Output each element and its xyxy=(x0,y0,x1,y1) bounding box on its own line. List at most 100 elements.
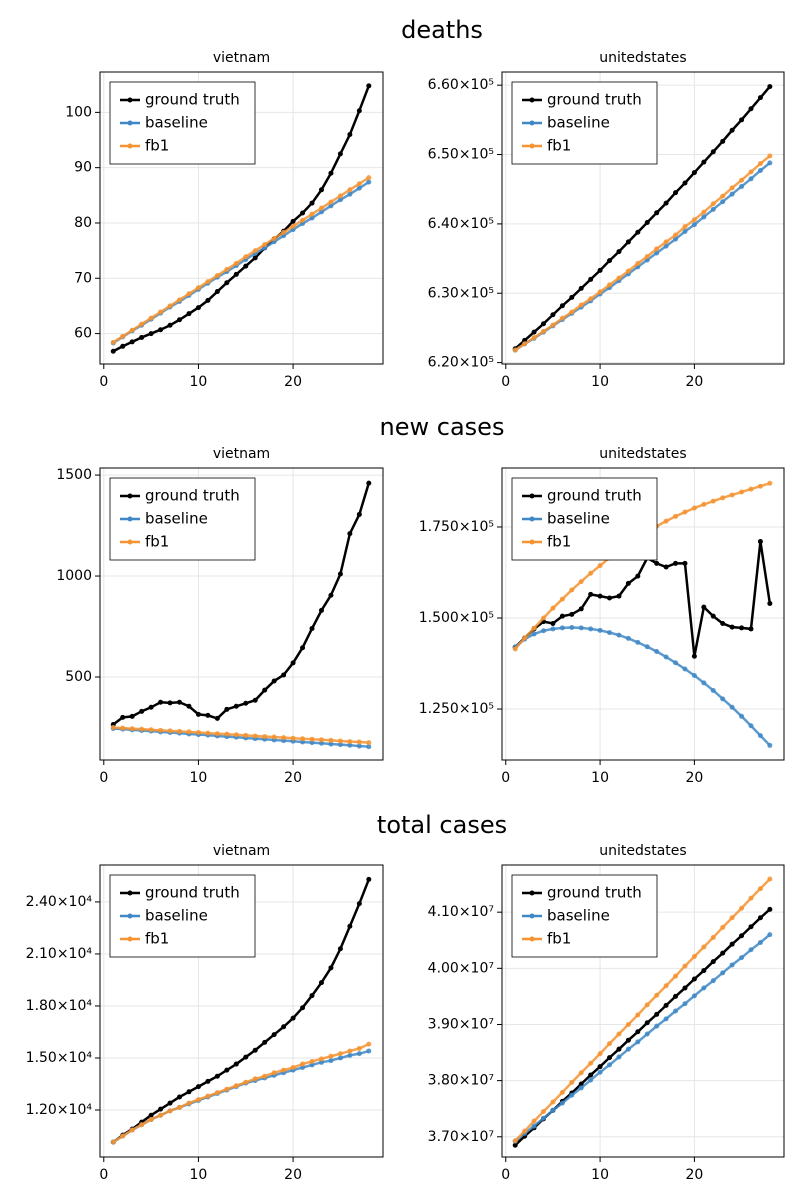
series-point xyxy=(129,339,135,345)
y-tick-label: 1500 xyxy=(56,467,92,483)
series-point xyxy=(597,1051,603,1057)
legend-label: baseline xyxy=(547,510,610,528)
series-point xyxy=(347,187,353,193)
series-point xyxy=(635,229,641,235)
series-point xyxy=(616,593,622,599)
series-point xyxy=(318,740,324,746)
series-point xyxy=(663,654,669,660)
series-point xyxy=(550,1107,556,1113)
series-line xyxy=(112,176,370,344)
series-point xyxy=(252,697,258,703)
series-point xyxy=(347,739,353,745)
series-point xyxy=(607,1041,613,1047)
series-point xyxy=(195,305,201,311)
legend-swatch-point xyxy=(529,493,535,499)
series-point xyxy=(682,1001,688,1007)
series-point xyxy=(757,733,763,739)
series-point xyxy=(654,992,660,998)
series-point xyxy=(129,713,135,719)
series-line xyxy=(112,878,370,1144)
series-point xyxy=(663,200,669,206)
series-point xyxy=(691,222,697,228)
series-point xyxy=(635,573,641,579)
series-point xyxy=(673,190,679,196)
series-point xyxy=(120,714,126,720)
series-point xyxy=(625,1046,631,1052)
series-point xyxy=(739,905,745,911)
series-point xyxy=(290,218,296,224)
series-point xyxy=(252,1047,258,1053)
series-point xyxy=(139,1122,145,1128)
series-point xyxy=(186,291,192,297)
series-point xyxy=(729,127,735,133)
series-point xyxy=(300,1005,306,1011)
series-point xyxy=(531,625,537,631)
x-tick-label: 10 xyxy=(190,374,208,390)
series-point xyxy=(663,239,669,245)
series-point xyxy=(347,1048,353,1054)
series-point xyxy=(767,742,773,748)
series-point xyxy=(531,1123,537,1129)
series-point xyxy=(625,239,631,245)
y-tick-label: 6.30×10⁵ xyxy=(428,285,494,301)
series-point xyxy=(616,1031,622,1037)
legend-label: fb1 xyxy=(145,930,169,948)
series-point xyxy=(177,317,183,323)
series-point xyxy=(309,211,315,217)
series-point xyxy=(110,1139,116,1145)
series-point xyxy=(550,322,556,328)
series-point xyxy=(158,727,164,733)
series-point xyxy=(318,980,324,986)
series-point xyxy=(214,289,220,295)
series-point xyxy=(701,985,707,991)
series-point xyxy=(512,347,518,353)
series-point xyxy=(243,1054,249,1060)
series-point xyxy=(729,191,735,197)
series-point xyxy=(300,217,306,223)
series-point xyxy=(720,495,726,501)
series-point xyxy=(252,255,258,261)
series-point xyxy=(318,737,324,743)
y-tick-label: 70 xyxy=(74,270,92,286)
series-point xyxy=(710,959,716,965)
series-point xyxy=(691,170,697,176)
series-point xyxy=(673,993,679,999)
series-point xyxy=(271,1032,277,1038)
series-point xyxy=(243,732,249,738)
series-point xyxy=(328,170,334,176)
plot-frame xyxy=(99,864,384,1158)
series-point xyxy=(522,635,528,641)
series-point xyxy=(167,1100,173,1106)
series-point xyxy=(186,1100,192,1106)
series-point xyxy=(356,1045,362,1051)
series-point xyxy=(347,1052,353,1058)
series-point xyxy=(729,704,735,710)
legend-swatch-point xyxy=(529,143,535,149)
series-point xyxy=(120,343,126,349)
series-point xyxy=(625,635,631,641)
series-point xyxy=(337,946,343,952)
series-point xyxy=(569,624,575,630)
series-point xyxy=(540,615,546,621)
series-point xyxy=(337,742,343,748)
series-point xyxy=(205,279,211,285)
series-point xyxy=(710,201,716,207)
series-point xyxy=(129,1127,135,1133)
series-point xyxy=(337,571,343,577)
series-point xyxy=(625,1037,631,1043)
y-tick-label: 1.50×10⁴ xyxy=(26,1050,93,1066)
series-point xyxy=(540,1109,546,1115)
series-point xyxy=(309,215,315,221)
x-tick-label: 10 xyxy=(190,770,208,786)
series-point xyxy=(559,1089,565,1095)
series-point xyxy=(748,106,754,112)
legend-swatch-point xyxy=(127,493,133,499)
y-tick-label: 6.20×10⁵ xyxy=(428,355,494,371)
series-point xyxy=(366,1048,372,1054)
series-point xyxy=(616,632,622,638)
legend-label: ground truth xyxy=(145,487,240,505)
series-point xyxy=(597,267,603,273)
series-point xyxy=(701,944,707,950)
series-point xyxy=(309,1058,315,1064)
series-point xyxy=(300,1061,306,1067)
